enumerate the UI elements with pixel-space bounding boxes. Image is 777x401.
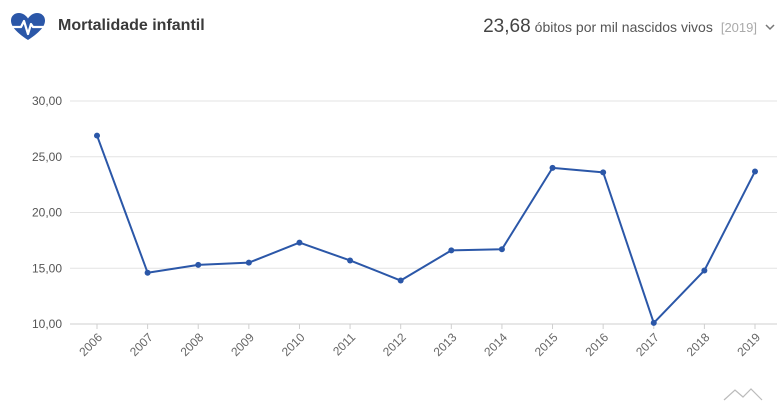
line-chart: 10,00 15,00 20,00 25,00 30,00 2006 2007 2008 200…	[32, 94, 777, 359]
heart-pulse-icon	[10, 13, 46, 40]
chevron-down-icon[interactable]	[765, 22, 775, 32]
x-tick-label: 2006	[76, 330, 105, 359]
x-tick-label: 2008	[178, 330, 207, 359]
y-tick-label: 30,00	[32, 94, 62, 108]
indicator-value: 23,68	[483, 16, 531, 37]
x-tick-label: 2014	[481, 330, 510, 359]
data-point	[347, 257, 354, 264]
data-point	[448, 247, 455, 254]
data-point	[397, 277, 404, 284]
x-tick-label: 2007	[127, 330, 156, 359]
x-tick-label: 2019	[734, 330, 763, 359]
data-point	[650, 319, 657, 326]
x-tick-label: 2017	[633, 330, 662, 359]
x-tick-label: 2015	[532, 330, 561, 359]
x-tick-label: 2011	[330, 330, 358, 358]
data-point	[296, 239, 303, 246]
data-point	[245, 259, 252, 266]
y-tick-label: 25,00	[32, 150, 62, 164]
indicator-unit: óbitos por mil nascidos vivos	[534, 19, 713, 35]
data-point	[752, 168, 758, 175]
y-tick-label: 10,00	[32, 317, 62, 331]
x-tick-label: 2012	[380, 330, 409, 359]
chart-header: Mortalidade infantil 23,68 óbitos por mil…	[0, 0, 777, 56]
x-tick-label: 2018	[684, 330, 713, 359]
data-point	[600, 169, 607, 176]
x-tick-label: 2009	[228, 330, 257, 359]
x-tick-label: 2016	[582, 330, 611, 359]
series-line	[96, 135, 756, 324]
data-point	[498, 246, 505, 253]
x-tick-label: 2013	[431, 330, 460, 359]
page-title: Mortalidade infantil	[58, 17, 205, 34]
y-tick-label: 20,00	[32, 206, 62, 220]
data-point	[195, 261, 202, 268]
data-point	[701, 267, 708, 274]
indicator-year: [2019]	[720, 20, 757, 35]
data-point	[94, 132, 100, 139]
data-point	[144, 269, 151, 276]
data-point	[549, 164, 556, 171]
mountain-logo-icon	[723, 388, 763, 401]
current-indicator: 23,68 óbitos por mil nascidos vivos [2019]	[483, 16, 757, 38]
x-tick-label: 2010	[279, 330, 308, 359]
y-tick-label: 15,00	[32, 261, 62, 275]
